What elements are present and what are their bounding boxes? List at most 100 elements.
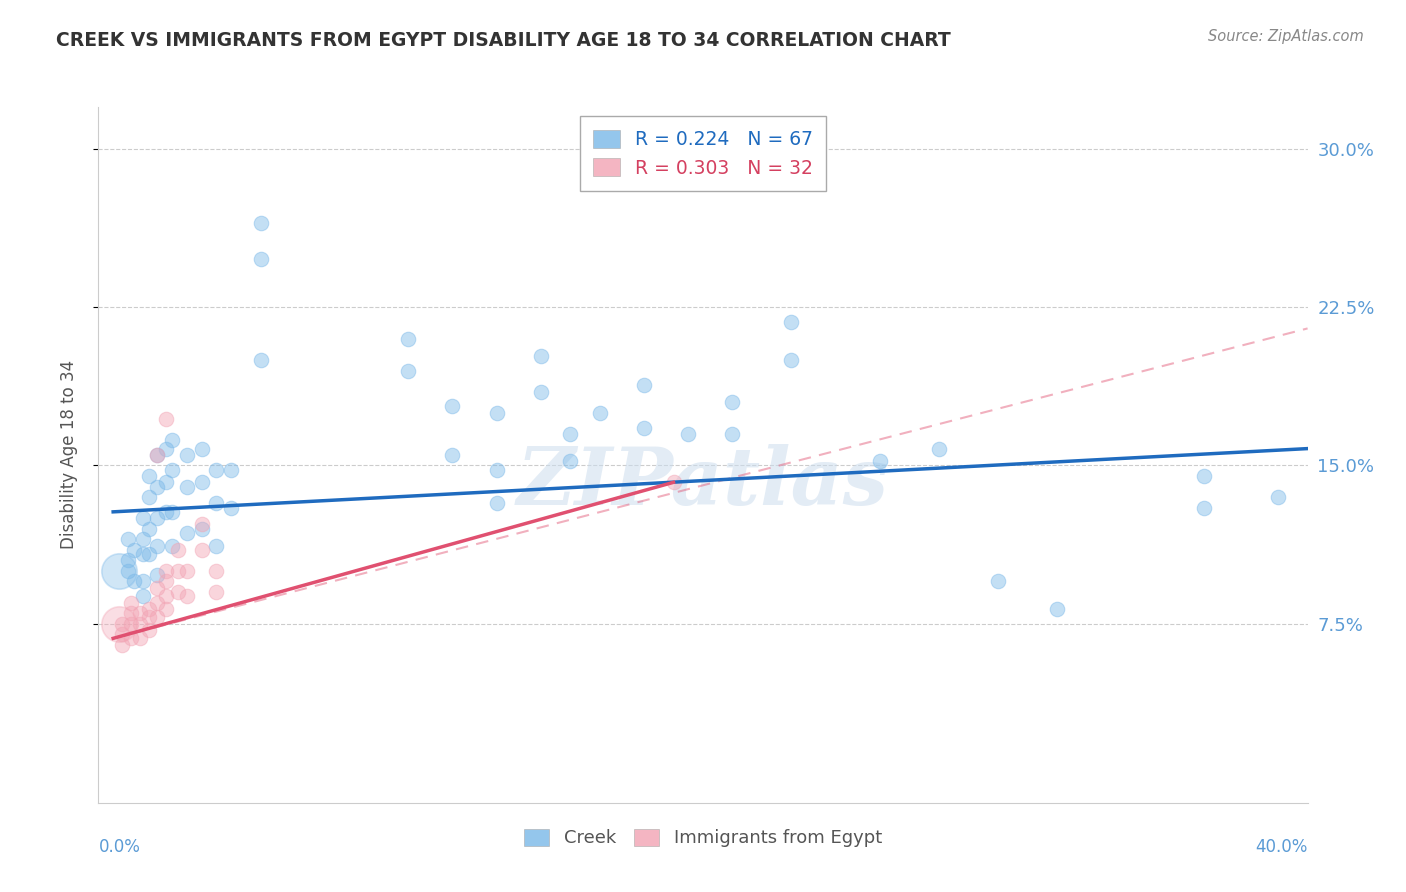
Point	[108, 564, 131, 578]
Point	[485, 406, 508, 420]
Point	[190, 522, 212, 536]
Point	[146, 448, 169, 462]
Point	[160, 463, 183, 477]
Text: Source: ZipAtlas.com: Source: ZipAtlas.com	[1208, 29, 1364, 44]
Point	[155, 412, 177, 426]
Point	[111, 638, 134, 652]
Point	[928, 442, 950, 456]
Point	[167, 564, 190, 578]
Point	[155, 564, 177, 578]
Point	[176, 448, 198, 462]
Point	[131, 574, 153, 589]
Point	[138, 490, 160, 504]
Point	[485, 463, 508, 477]
Point	[120, 616, 142, 631]
Point	[396, 363, 419, 377]
Text: CREEK VS IMMIGRANTS FROM EGYPT DISABILITY AGE 18 TO 34 CORRELATION CHART: CREEK VS IMMIGRANTS FROM EGYPT DISABILIT…	[56, 31, 950, 50]
Point	[128, 632, 150, 646]
Point	[176, 525, 198, 540]
Point	[128, 606, 150, 620]
Point	[205, 496, 228, 510]
Point	[176, 479, 198, 493]
Text: 40.0%: 40.0%	[1256, 838, 1308, 855]
Point	[530, 349, 553, 363]
Point	[441, 400, 464, 414]
Point	[249, 353, 271, 368]
Point	[205, 585, 228, 599]
Point	[120, 606, 142, 620]
Point	[155, 505, 177, 519]
Point	[219, 463, 242, 477]
Point	[122, 574, 145, 589]
Point	[1194, 500, 1216, 515]
Point	[190, 517, 212, 532]
Point	[176, 564, 198, 578]
Point	[1267, 490, 1289, 504]
Point	[117, 564, 139, 578]
Point	[138, 623, 160, 637]
Point	[111, 627, 134, 641]
Point	[869, 454, 891, 468]
Point	[131, 533, 153, 547]
Point	[190, 475, 212, 490]
Point	[138, 469, 160, 483]
Point	[780, 353, 803, 368]
Point	[633, 378, 655, 392]
Text: ZIPatlas: ZIPatlas	[517, 444, 889, 522]
Point	[160, 433, 183, 447]
Point	[633, 420, 655, 434]
Point	[721, 426, 744, 441]
Point	[146, 568, 169, 582]
Point	[396, 332, 419, 346]
Point	[146, 511, 169, 525]
Text: 0.0%: 0.0%	[98, 838, 141, 855]
Point	[117, 553, 139, 567]
Point	[530, 384, 553, 399]
Point	[205, 564, 228, 578]
Point	[205, 463, 228, 477]
Point	[138, 522, 160, 536]
Point	[662, 475, 685, 490]
Point	[485, 496, 508, 510]
Point	[219, 500, 242, 515]
Point	[111, 616, 134, 631]
Point	[167, 542, 190, 557]
Point	[155, 442, 177, 456]
Point	[155, 475, 177, 490]
Point	[155, 589, 177, 603]
Point	[146, 610, 169, 624]
Point	[138, 602, 160, 616]
Point	[167, 585, 190, 599]
Point	[120, 632, 142, 646]
Point	[131, 589, 153, 603]
Point	[560, 426, 582, 441]
Point	[205, 539, 228, 553]
Point	[146, 539, 169, 553]
Point	[160, 539, 183, 553]
Point	[176, 589, 198, 603]
Point	[190, 542, 212, 557]
Point	[1194, 469, 1216, 483]
Point	[190, 442, 212, 456]
Point	[120, 595, 142, 609]
Y-axis label: Disability Age 18 to 34: Disability Age 18 to 34	[59, 360, 77, 549]
Point	[678, 426, 700, 441]
Point	[780, 315, 803, 329]
Point	[155, 574, 177, 589]
Point	[249, 216, 271, 230]
Point	[589, 406, 612, 420]
Point	[108, 616, 131, 631]
Point	[560, 454, 582, 468]
Point	[146, 581, 169, 595]
Point	[1046, 602, 1069, 616]
Point	[160, 505, 183, 519]
Point	[155, 602, 177, 616]
Point	[146, 448, 169, 462]
Point	[721, 395, 744, 409]
Point	[131, 547, 153, 561]
Point	[146, 479, 169, 493]
Point	[128, 616, 150, 631]
Point	[249, 252, 271, 266]
Point	[122, 542, 145, 557]
Point	[138, 547, 160, 561]
